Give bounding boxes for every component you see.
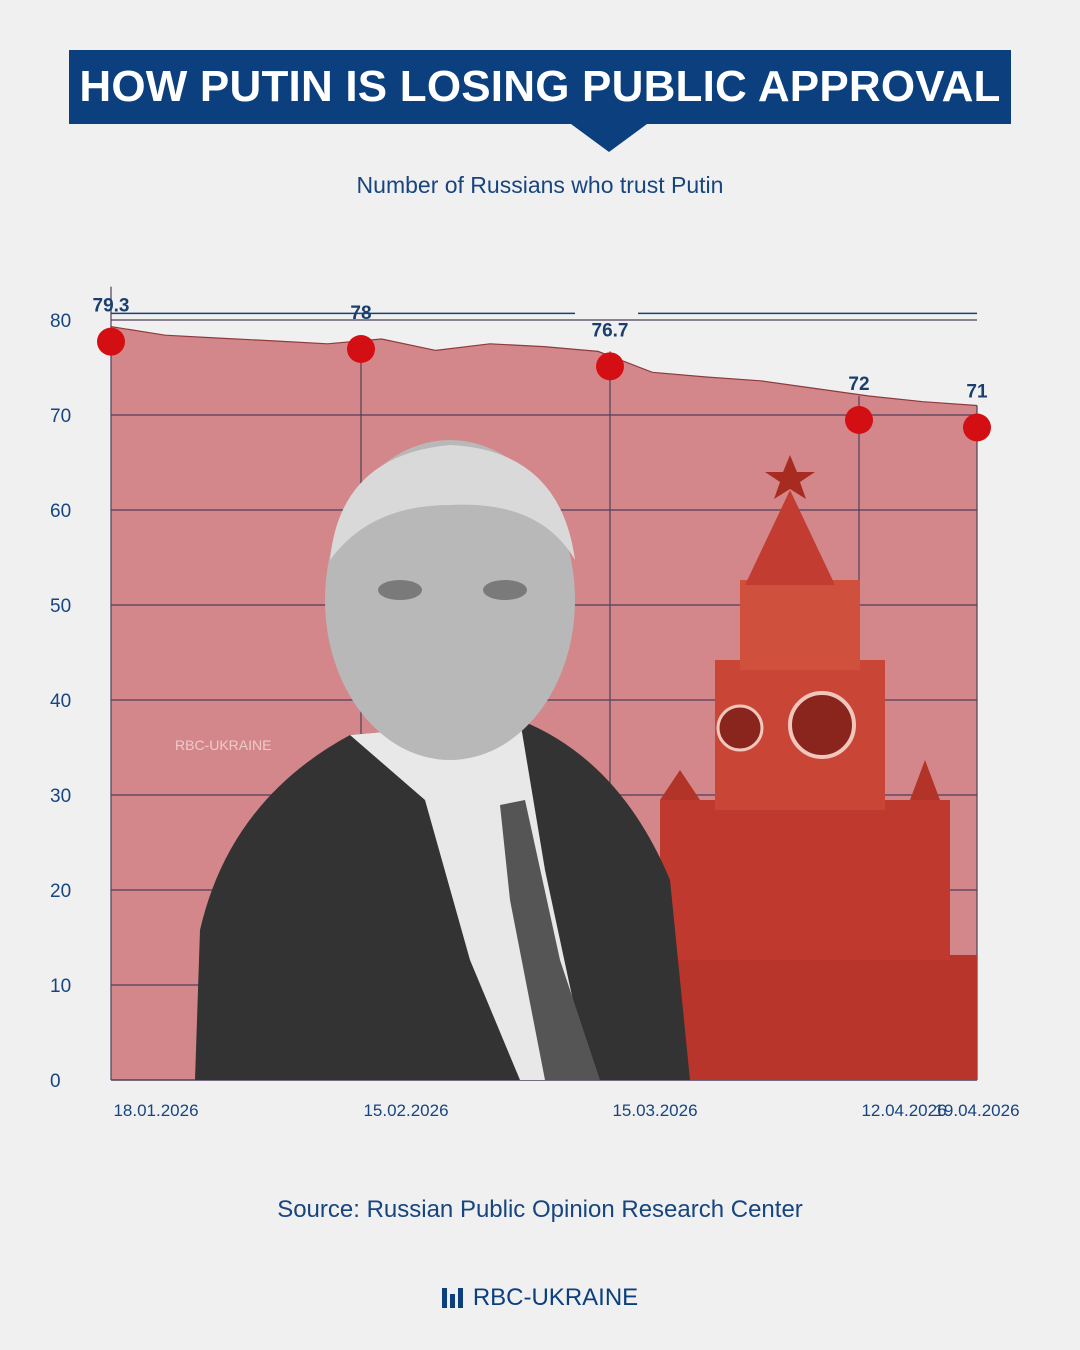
data-marker [963, 413, 991, 442]
data-marker [845, 406, 873, 434]
trust-line [110, 326, 978, 407]
x-date-label: 15.02.2026 [363, 1101, 448, 1120]
y-tick-label: 50 [50, 596, 71, 617]
y-tick-label: 70 [50, 406, 71, 427]
data-marker [347, 335, 375, 363]
marker-layer [97, 327, 991, 442]
label-layer: 79.3 18.01.2026 78 15.02.2026 76.7 15.03.2026… [93, 296, 1020, 1120]
y-tick-label: 10 [50, 976, 71, 997]
data-marker [596, 352, 624, 381]
title-banner: HOW PUTIN IS LOSING PUBLIC APPROVAL [69, 50, 1011, 152]
y-tick-label: 80 [50, 311, 71, 332]
brand-logo: RBC-UKRAINE [0, 1284, 1080, 1312]
illustration: RBC-UKRAINE [175, 440, 977, 1080]
data-marker [97, 327, 125, 356]
y-tick-label: 60 [50, 501, 71, 522]
data-value-label: 78 [350, 303, 371, 324]
x-date-label: 15.03.2026 [612, 1101, 697, 1120]
x-date-label: 18.01.2026 [113, 1101, 198, 1120]
data-value-label: 71 [966, 382, 988, 403]
y-tick-label: 0 [50, 1071, 61, 1092]
y-tick-label: 30 [50, 786, 71, 807]
y-tick-label: 40 [50, 691, 71, 712]
page-title: HOW PUTIN IS LOSING PUBLIC APPROVAL [79, 62, 1001, 111]
source-note: Source: Russian Public Opinion Research … [277, 1196, 803, 1223]
logo-text: RBC-UKRAINE [472, 1284, 639, 1311]
x-date-label: 12.04.2026 [861, 1101, 946, 1120]
rbc-logo-icon [441, 1288, 463, 1308]
data-value-label: 79.3 [93, 296, 130, 317]
portrait-illustration [195, 440, 690, 1080]
kremlin-tower-illustration [650, 455, 977, 1080]
watermark-text: RBC-UKRAINE [175, 737, 271, 753]
x-date-label: 19.04.2026 [934, 1101, 1019, 1120]
data-value-label: 72 [848, 374, 869, 395]
chart-subtitle: Number of Russians who trust Putin [356, 172, 724, 198]
data-value-label: 76.7 [592, 320, 629, 341]
y-tick-label: 20 [50, 881, 71, 902]
